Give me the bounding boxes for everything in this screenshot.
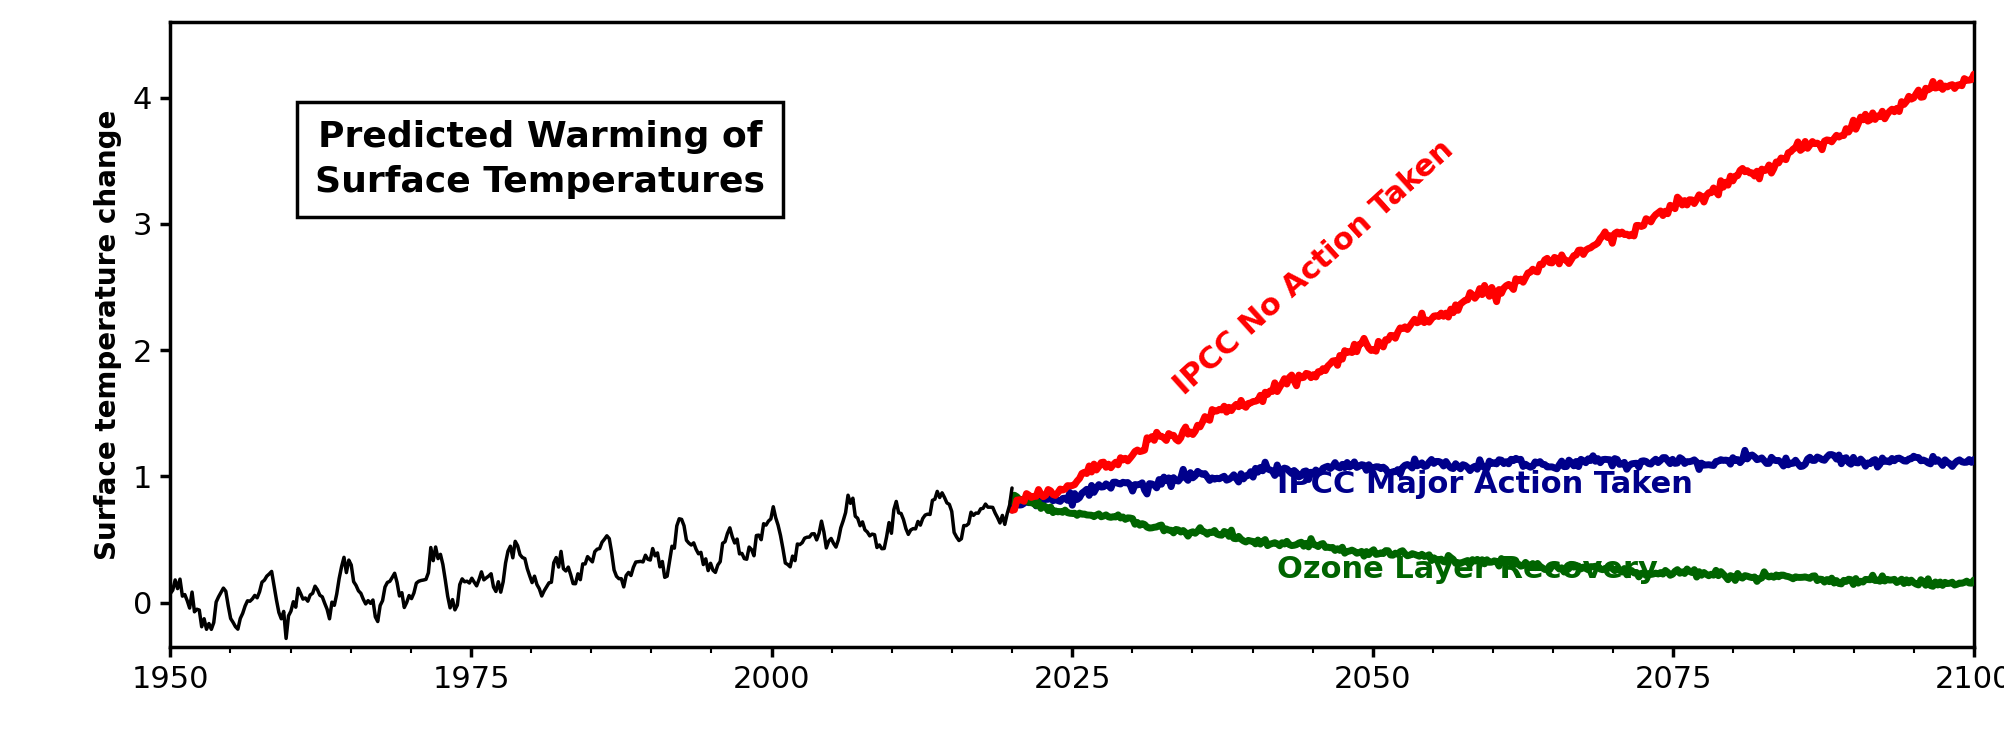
Text: IPCC No Action Taken: IPCC No Action Taken (1168, 135, 1459, 401)
Text: Ozone Layer Recovery: Ozone Layer Recovery (1277, 555, 1657, 584)
Text: IPCC Major Action Taken: IPCC Major Action Taken (1277, 470, 1693, 499)
Y-axis label: Surface temperature change: Surface temperature change (94, 110, 122, 559)
Text: Predicted Warming of
Surface Temperatures: Predicted Warming of Surface Temperature… (315, 120, 766, 199)
